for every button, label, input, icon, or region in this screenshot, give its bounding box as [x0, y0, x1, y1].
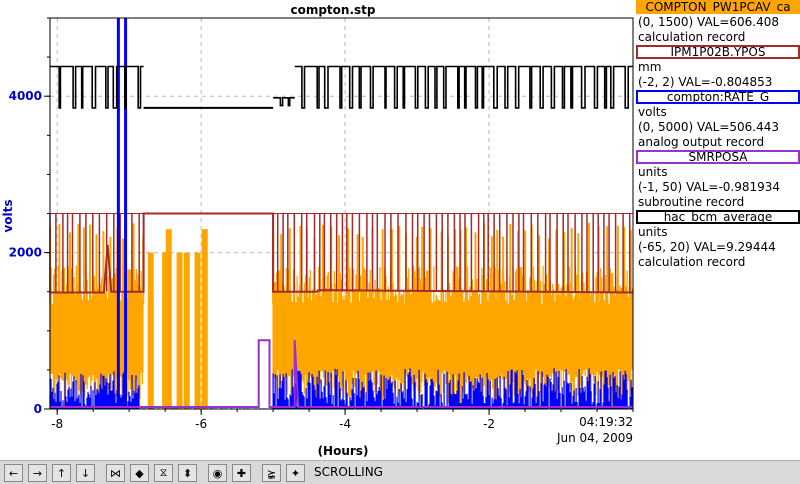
strip-chart: -8 -6 -4 -2 0 2000 4000 compton.stp volts (Hou… [1, 3, 634, 458]
arrow-right-button[interactable]: → [28, 464, 47, 482]
legend-swatch: SMRPOSA [636, 150, 800, 164]
crosshair-button[interactable]: ✚ [232, 464, 251, 482]
orange-burst [162, 252, 169, 409]
legend-record: calculation record [638, 255, 746, 269]
end-time-label: 04:19:32 [579, 415, 633, 429]
orange-burst [165, 229, 172, 409]
legend-entry-compton-pw1pcav[interactable]: COMPTON_PW1PCAV_ca (0, 1500) VAL=606.408… [636, 0, 800, 45]
legend-range-val: (-1, 50) VAL=-0.981934 [638, 180, 781, 194]
arrow-down-button[interactable]: ↓ [76, 464, 95, 482]
y-axis-label: volts [1, 199, 15, 232]
legend-swatch: compton:RATE_G [636, 90, 800, 104]
legend-units: units [638, 225, 668, 239]
arrow-down-icon: ↓ [80, 466, 91, 480]
x-tick-label: -2 [483, 417, 495, 431]
arrow-up-icon: ↑ [56, 466, 67, 480]
legend-units: volts [638, 105, 667, 119]
legend-swatch: COMPTON_PW1PCAV_ca [636, 0, 800, 14]
legend-range-val: (0, 1500) VAL=606.408 [638, 15, 780, 29]
y-tick-label: 4000 [9, 89, 42, 103]
legend-entry-ipm1p02b[interactable]: IPM1P02B.YPOS mm (-2, 2) VAL=-0.804853 [636, 45, 800, 90]
bcm-trace [294, 65, 633, 109]
y-tick-label: 0 [34, 402, 42, 416]
scroll-status: SCROLLING [314, 465, 383, 479]
legend-entry-compton-rate-g[interactable]: compton:RATE_G volts (0, 5000) VAL=506.4… [636, 90, 800, 150]
bcm-trace [273, 97, 295, 107]
zoom-out-y-button[interactable]: ⬍ [178, 464, 197, 482]
zoom-in-x-icon: ⋈ [110, 466, 121, 480]
legend-swatch: hac_bcm_average [636, 210, 800, 224]
legend-range-val: (0, 5000) VAL=506.443 [638, 120, 780, 134]
zoom-out-x-button[interactable]: ◆ [130, 464, 149, 482]
arrow-right-icon: → [32, 466, 43, 480]
zoom-out-x-icon: ◆ [135, 466, 144, 480]
toolbar: ← → ↑ ↓ ⋈ ◆ ⧖ ⬍ ◉ ✚ ⪶ ✦ SCROLLING [0, 460, 800, 484]
stagger-icon: ⪶ [266, 466, 277, 480]
chart-title: compton.stp [290, 3, 375, 17]
crosshair-icon: ✚ [236, 466, 247, 480]
legend-range-val: (-2, 2) VAL=-0.804853 [638, 75, 773, 89]
end-date-label: Jun 04, 2009 [556, 431, 633, 445]
zoom-in-x-button[interactable]: ⋈ [106, 464, 125, 482]
legend: COMPTON_PW1PCAV_ca (0, 1500) VAL=606.408… [636, 0, 800, 270]
legend-units: units [638, 165, 668, 179]
orange-burst [183, 252, 190, 409]
x-tick-label: -6 [195, 417, 207, 431]
legend-record: subroutine record [638, 195, 745, 209]
legend-range-val: (-65, 20) VAL=9.29444 [638, 240, 776, 254]
smrposa-trace [50, 339, 633, 408]
legend-swatch: IPM1P02B.YPOS [636, 45, 800, 59]
zoom-out-y-icon: ⬍ [182, 466, 193, 480]
legend-entry-hac-bcm-average[interactable]: hac_bcm_average units (-65, 20) VAL=9.29… [636, 210, 800, 270]
bcm-trace [50, 65, 144, 109]
stagger-button[interactable]: ⪶ [262, 464, 281, 482]
x-tick-label: -4 [339, 417, 351, 431]
axes: -8 -6 -4 -2 0 2000 4000 [9, 17, 634, 431]
series-layer [49, 18, 634, 409]
arrow-left-icon: ← [8, 466, 19, 480]
x-tick-label: -8 [51, 417, 63, 431]
zoom-in-y-button[interactable]: ⧖ [154, 464, 173, 482]
zoom-in-y-icon: ⧖ [159, 466, 168, 479]
arrow-up-button[interactable]: ↑ [52, 464, 71, 482]
orange-burst [194, 252, 201, 409]
legend-units: mm [638, 60, 662, 74]
orange-burst [176, 252, 183, 409]
legend-record: calculation record [638, 30, 746, 44]
legend-record: analog output record [638, 135, 765, 149]
autoscale-icon: ◉ [212, 466, 223, 480]
config-button[interactable]: ✦ [286, 464, 305, 482]
orange-burst [201, 229, 208, 409]
legend-entry-smrposa[interactable]: SMRPOSA units (-1, 50) VAL=-0.981934 sub… [636, 150, 800, 210]
series-smrposa [50, 339, 633, 408]
x-axis-label: (Hours) [318, 444, 369, 458]
series-hac-bcm-average [50, 65, 633, 109]
orange-burst [147, 252, 154, 409]
arrow-left-button[interactable]: ← [4, 464, 23, 482]
config-icon: ✦ [290, 466, 301, 480]
orange-noise [272, 265, 633, 406]
y-tick-label: 2000 [9, 246, 42, 260]
autoscale-button[interactable]: ◉ [208, 464, 227, 482]
